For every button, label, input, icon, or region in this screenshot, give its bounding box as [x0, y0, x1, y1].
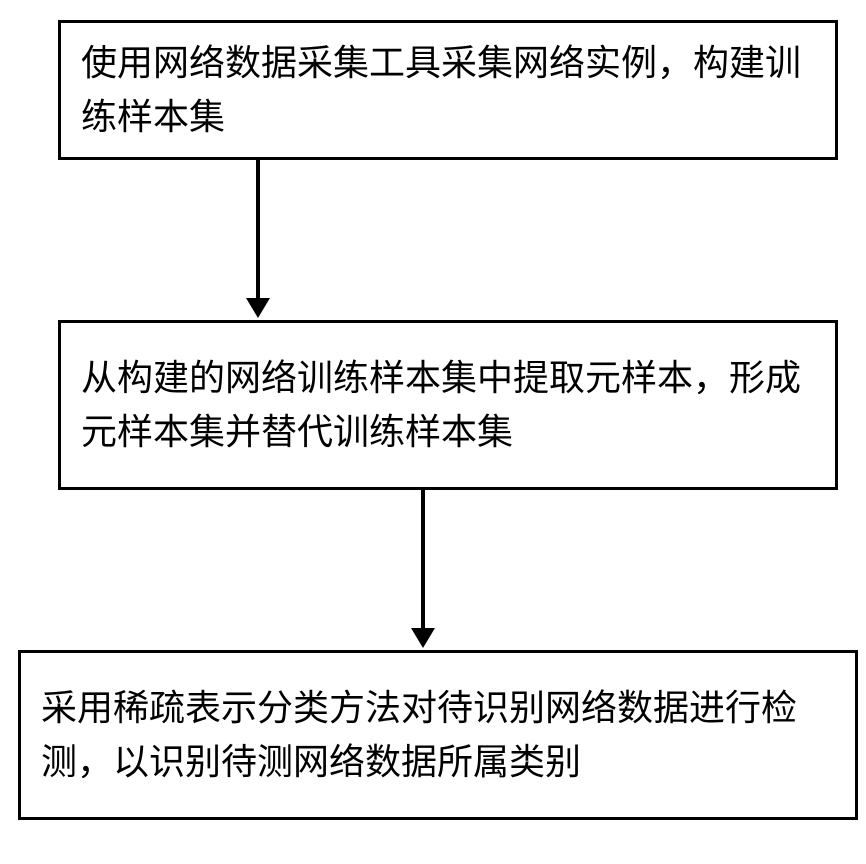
flowchart-step-3: 采用稀疏表示分类方法对待识别网络数据进行检测，以识别待测网络数据所属类别 — [18, 650, 858, 820]
flowchart-step-2: 从构建的网络训练样本集中提取元样本，形成元样本集并替代训练样本集 — [58, 320, 838, 490]
arrow-1-head — [246, 298, 270, 318]
arrow-1-line — [256, 160, 260, 300]
step-3-text: 采用稀疏表示分类方法对待识别网络数据进行检测，以识别待测网络数据所属类别 — [41, 681, 835, 789]
step-1-text: 使用网络数据采集工具采集网络实例，构建训练样本集 — [81, 36, 815, 144]
arrow-2-head — [411, 628, 435, 648]
flowchart-step-1: 使用网络数据采集工具采集网络实例，构建训练样本集 — [58, 20, 838, 160]
arrow-1 — [246, 160, 270, 320]
arrow-2-line — [421, 490, 425, 630]
step-2-text: 从构建的网络训练样本集中提取元样本，形成元样本集并替代训练样本集 — [81, 351, 815, 459]
arrow-2 — [411, 490, 435, 650]
flowchart-container: 使用网络数据采集工具采集网络实例，构建训练样本集 从构建的网络训练样本集中提取元… — [0, 0, 866, 820]
